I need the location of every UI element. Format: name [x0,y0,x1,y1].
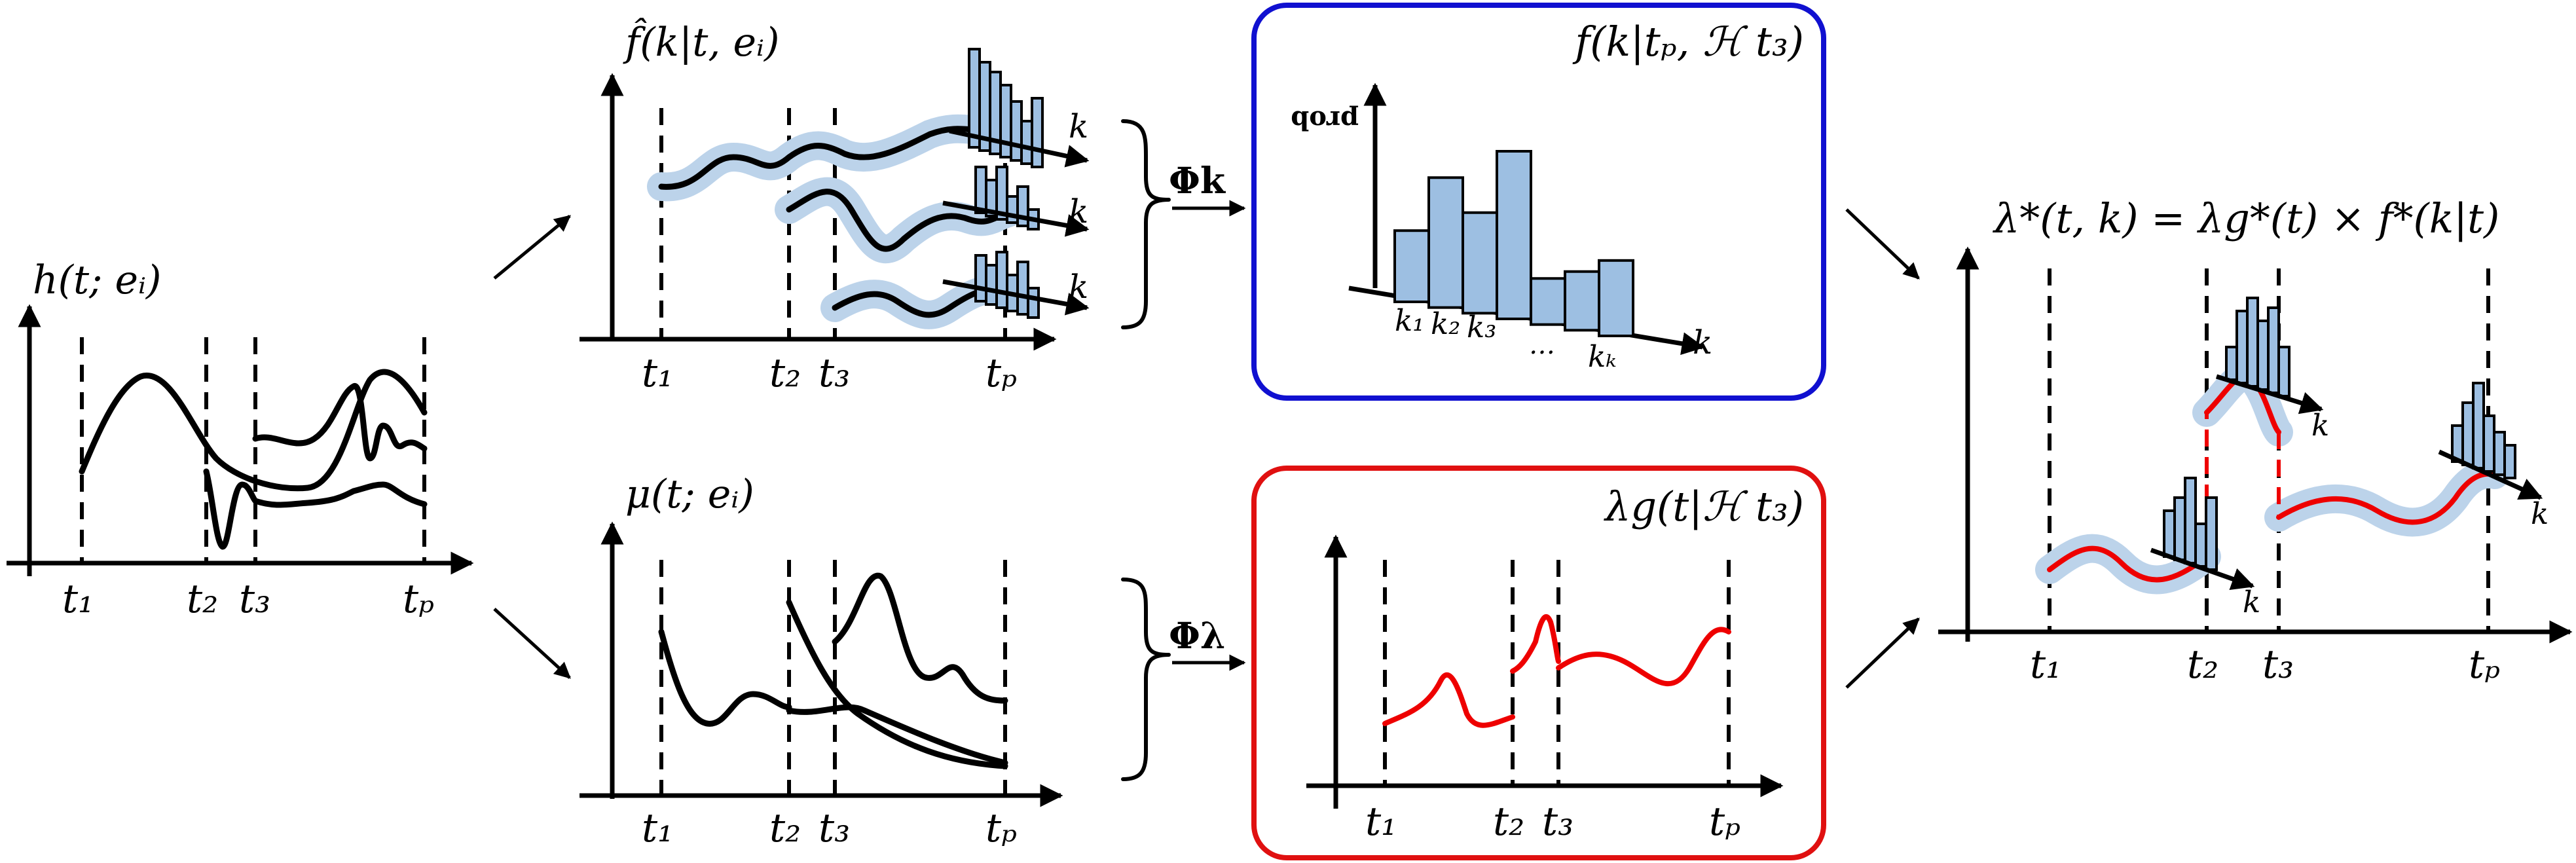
phi-lambda-label: Φλ [1169,614,1225,657]
brace-bottom [1121,578,1171,781]
k-tick-K: kₖ [1588,339,1617,374]
intensity-curve-2 [203,468,428,550]
lambda-seg-2 [1510,614,1561,674]
k-axis [2215,374,2324,414]
tick-t1: t₁ [642,350,673,396]
prob-bar-3 [1462,211,1498,315]
prob-bar-1 [1393,229,1430,304]
tick-t1: t₁ [2030,642,2061,688]
tick-t3: t₃ [819,805,850,851]
tick-t2: t₂ [1493,799,1524,845]
box-lambda-title: λg(t|ℋ t₃) [1603,483,1804,530]
mu-curve-4 [786,704,1008,766]
intensity-curve [79,369,428,492]
y-axis-label: prob [1291,105,1359,136]
mu-curve-2 [786,599,1008,769]
k-label-2: k [1069,193,1088,230]
k-axis [949,128,1090,168]
tick-t2: t₂ [2187,642,2218,688]
arrow-f-to-out [1845,208,1920,280]
lambda-seg-3 [1556,627,1731,687]
x-axis-label: k [1693,323,1712,361]
mu-curve-1 [658,629,792,727]
brace-top [1121,119,1171,329]
tick-tp: tₚ [985,805,1017,851]
phi-k-label: Φk [1169,159,1226,202]
prob-bar-6 [1564,270,1600,332]
mini-hist-3 [942,251,1090,319]
k-tick-2: k₂ [1431,306,1460,341]
prob-bar-2 [1427,176,1464,309]
k-label-2: k [2311,408,2329,443]
box-f-bars [1393,150,1634,337]
tick-t2: t₂ [769,805,801,851]
panel-out: λ*(t, k) = λg*(t) × f*(k|t) [1938,194,2573,688]
tick-t1: t₁ [1365,799,1397,845]
mini-hist-2 [942,166,1090,237]
k-tick-ellipsis: … [1529,330,1555,360]
box-f-title: f(k|tₚ, ℋ t₃) [1572,18,1804,65]
arrow-to-mu [493,608,571,679]
prob-bar-4 [1496,150,1532,320]
panel-mu-title: μ(t; eᵢ) [625,471,754,517]
curve-1 [658,126,999,190]
brace-phi-k: Φk [1121,119,1246,329]
tick-t1: t₁ [642,805,673,851]
brace-phi-lambda: Φλ [1121,578,1246,781]
tick-t3: t₃ [239,576,270,622]
k-axis [2438,449,2543,500]
k-label-3: k [1069,268,1088,306]
tick-t3: t₃ [1542,799,1573,845]
k-tick-3: k₃ [1467,310,1496,344]
tick-t3: t₃ [819,350,850,396]
curve-2 [786,189,1012,252]
panel-fhat: f̂(k|t, eᵢ) [580,18,1090,396]
tick-tp: tₚ [403,576,434,622]
arrow-lambda-to-out [1845,617,1920,689]
tick-t2: t₂ [187,576,218,622]
k-axis [942,200,1090,237]
tick-t3: t₃ [2262,642,2294,688]
tick-t2: t₂ [769,350,801,396]
box-lambda: λg(t|ℋ t₃) t₁ t₂ t₃ tₚ [1251,466,1826,860]
prob-bar-7 [1598,259,1634,337]
k-label-1: k [1069,107,1088,145]
panel-fhat-title: f̂(k|t, eᵢ) [623,18,779,65]
out-hist-tp [2438,382,2543,500]
prob-bar-5 [1530,277,1566,326]
k-axis [942,279,1090,316]
lambda-seg-1 [1382,672,1515,728]
mu-curve-3 [832,572,1008,704]
tick-t1: t₁ [62,576,94,622]
tick-tp: tₚ [2469,642,2500,688]
tick-tp: tₚ [1709,799,1740,845]
box-lambda-border [1251,466,1826,860]
out-curve-1 [2047,545,2209,583]
out-hist-t2 [2215,297,2324,414]
k-axis [2150,547,2255,590]
out-hist-t1 [2150,477,2255,590]
out-curve-3 [2276,471,2497,525]
panel-h: h(t; eᵢ) t₁ t₂ t₃ tₚ [7,257,474,622]
arrow-to-fhat [493,215,571,280]
panel-out-title: λ*(t, k) = λg*(t) × f*(k|t) [1992,194,2499,242]
intensity-curve-3 [252,383,428,462]
panel-mu: μ(t; eᵢ) t₁ t₂ t₃ tₚ [580,471,1063,851]
panel-h-title: h(t; eᵢ) [33,257,161,303]
k-label-3: k [2531,496,2548,531]
box-f: f(k|tₚ, ℋ t₃) prob k₁ k₂ k₃ … kₖ k [1251,3,1826,401]
k-label-1: k [2243,585,2260,619]
k-tick-1: k₁ [1395,303,1424,338]
tick-tp: tₚ [985,350,1017,396]
mini-hist-1 [949,48,1090,168]
